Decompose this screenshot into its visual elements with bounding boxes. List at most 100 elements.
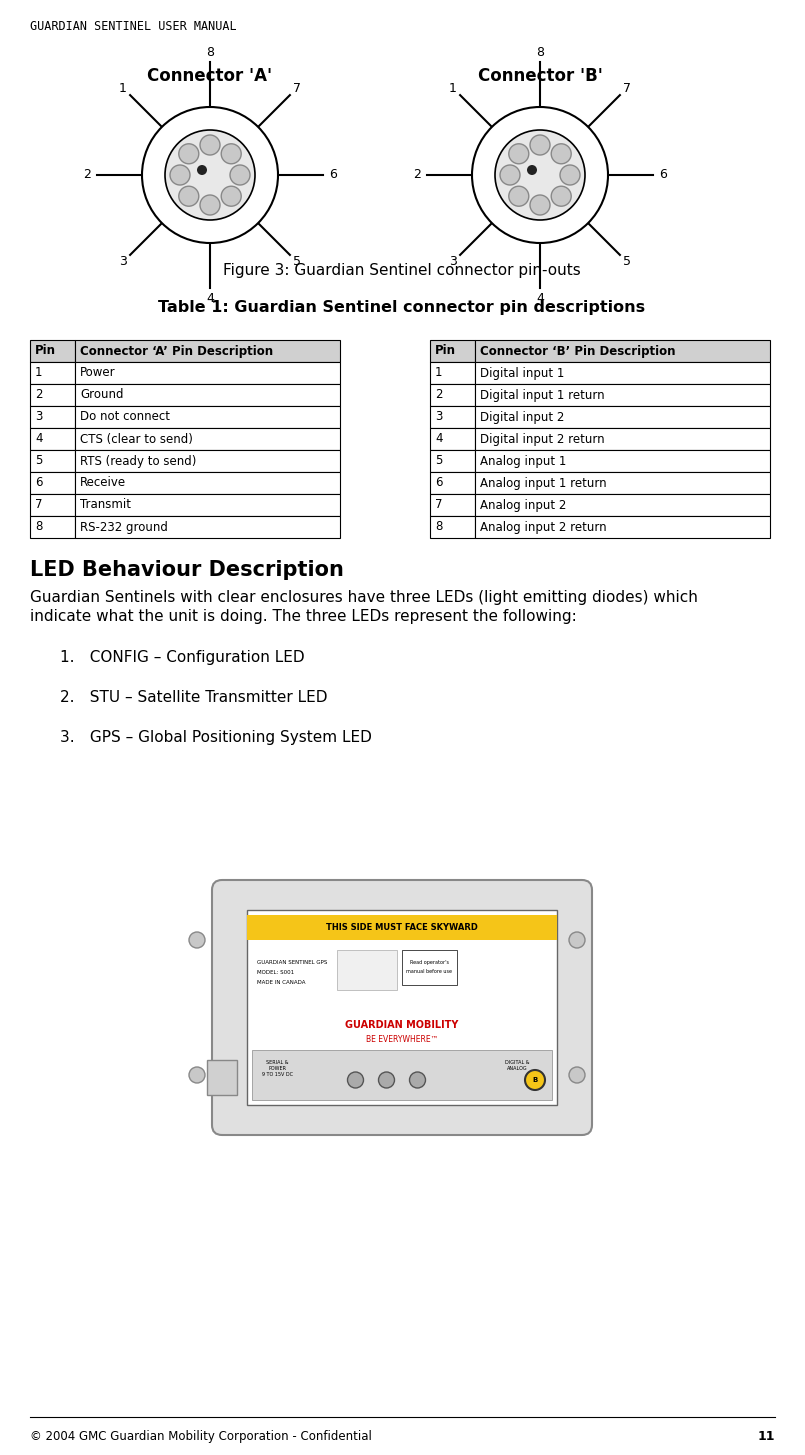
Bar <box>30 362 75 384</box>
Circle shape <box>189 1067 205 1083</box>
Text: 1: 1 <box>119 81 127 95</box>
Text: MODEL: S001: MODEL: S001 <box>257 970 294 975</box>
Text: indicate what the unit is doing. The three LEDs represent the following:: indicate what the unit is doing. The thr… <box>30 610 576 624</box>
Bar <box>30 384 75 406</box>
Bar <box>30 471 75 495</box>
Text: Pin: Pin <box>435 345 456 358</box>
Bar <box>430 517 475 538</box>
Text: 2: 2 <box>413 169 421 182</box>
Circle shape <box>221 186 242 207</box>
Circle shape <box>230 164 250 185</box>
Text: THIS SIDE MUST FACE SKYWARD: THIS SIDE MUST FACE SKYWARD <box>326 922 478 931</box>
Text: Receive: Receive <box>80 476 126 489</box>
Text: 1: 1 <box>449 81 457 95</box>
Circle shape <box>569 1067 585 1083</box>
Text: Connector 'A': Connector 'A' <box>147 67 273 84</box>
Text: 5: 5 <box>623 256 631 269</box>
Text: B: B <box>532 1077 538 1083</box>
FancyBboxPatch shape <box>212 880 592 1135</box>
Text: Table 1: Guardian Sentinel connector pin descriptions: Table 1: Guardian Sentinel connector pin… <box>159 300 646 314</box>
Text: Analog input 1 return: Analog input 1 return <box>480 476 607 489</box>
Text: 6: 6 <box>435 476 443 489</box>
Text: Power: Power <box>80 367 116 380</box>
Circle shape <box>170 164 190 185</box>
Bar <box>430 340 475 362</box>
Bar <box>75 362 340 384</box>
Bar <box>430 495 475 517</box>
Circle shape <box>165 129 255 220</box>
Bar <box>252 1051 552 1100</box>
Text: 6: 6 <box>35 476 43 489</box>
Circle shape <box>560 164 580 185</box>
Text: Pin: Pin <box>35 345 56 358</box>
Text: 7: 7 <box>623 81 631 95</box>
Text: 8: 8 <box>435 521 443 534</box>
Text: Digital input 2: Digital input 2 <box>480 410 564 423</box>
Bar <box>75 495 340 517</box>
Text: Analog input 2 return: Analog input 2 return <box>480 521 607 534</box>
Circle shape <box>509 144 529 164</box>
Text: 5: 5 <box>35 454 43 467</box>
Circle shape <box>525 1069 545 1090</box>
Circle shape <box>197 164 207 175</box>
Text: Connector 'B': Connector 'B' <box>477 67 602 84</box>
Bar <box>207 1061 237 1096</box>
Bar <box>30 517 75 538</box>
Text: Digital input 1: Digital input 1 <box>480 367 564 380</box>
Text: Figure 3: Guardian Sentinel connector pin-outs: Figure 3: Guardian Sentinel connector pi… <box>223 263 581 278</box>
Circle shape <box>527 164 537 175</box>
Text: Ground: Ground <box>80 388 123 402</box>
Bar <box>475 495 770 517</box>
Text: RS-232 ground: RS-232 ground <box>80 521 168 534</box>
Text: 2: 2 <box>35 388 43 402</box>
Bar <box>75 340 340 362</box>
Text: 6: 6 <box>659 169 667 182</box>
Circle shape <box>179 186 199 207</box>
Text: 3. GPS – Global Positioning System LED: 3. GPS – Global Positioning System LED <box>60 730 372 745</box>
Bar <box>30 340 75 362</box>
Text: DIGITAL &
ANALOG: DIGITAL & ANALOG <box>505 1061 529 1071</box>
Bar <box>475 340 770 362</box>
Circle shape <box>472 108 608 243</box>
Text: 6: 6 <box>329 169 337 182</box>
Circle shape <box>378 1072 394 1088</box>
Text: 2: 2 <box>83 169 91 182</box>
Bar <box>75 406 340 428</box>
Text: Analog input 1: Analog input 1 <box>480 454 567 467</box>
Circle shape <box>410 1072 426 1088</box>
Text: MADE IN CANADA: MADE IN CANADA <box>257 981 306 985</box>
Text: Analog input 2: Analog input 2 <box>480 499 567 512</box>
Text: 8: 8 <box>206 45 214 58</box>
Text: Digital input 2 return: Digital input 2 return <box>480 432 605 445</box>
Bar <box>430 450 475 471</box>
Text: Digital input 1 return: Digital input 1 return <box>480 388 605 402</box>
Text: 4: 4 <box>435 432 443 445</box>
Circle shape <box>179 144 199 164</box>
Text: Transmit: Transmit <box>80 499 131 512</box>
Text: 3: 3 <box>119 256 127 269</box>
Bar <box>247 909 557 1104</box>
Text: 4: 4 <box>35 432 43 445</box>
Bar <box>402 950 457 985</box>
Circle shape <box>530 195 550 215</box>
Circle shape <box>200 195 220 215</box>
Text: 2: 2 <box>435 388 443 402</box>
Bar <box>30 406 75 428</box>
Circle shape <box>509 186 529 207</box>
Circle shape <box>551 144 572 164</box>
Bar <box>30 450 75 471</box>
Bar <box>75 471 340 495</box>
Bar <box>75 384 340 406</box>
Text: 3: 3 <box>35 410 43 423</box>
Bar <box>75 450 340 471</box>
Bar <box>430 471 475 495</box>
Text: SERIAL &
POWER
9 TO 15V DC: SERIAL & POWER 9 TO 15V DC <box>262 1061 292 1077</box>
Circle shape <box>221 144 242 164</box>
Bar <box>430 428 475 450</box>
Bar <box>30 428 75 450</box>
Text: 5: 5 <box>293 256 301 269</box>
Text: manual before use: manual before use <box>406 969 452 973</box>
Text: 4: 4 <box>206 291 214 304</box>
Circle shape <box>495 129 585 220</box>
Text: 7: 7 <box>35 499 43 512</box>
